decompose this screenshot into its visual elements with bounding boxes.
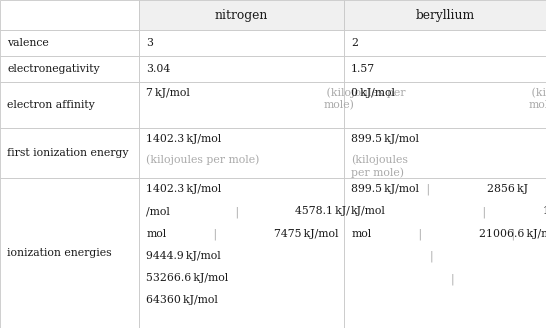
Text: |: | xyxy=(232,206,242,218)
Text: 4578.1 kJ/: 4578.1 kJ/ xyxy=(295,206,350,216)
Bar xyxy=(0,30,139,56)
Text: (kilojoules per
mole): (kilojoules per mole) xyxy=(528,88,546,111)
Text: 21006.6 kJ/mol: 21006.6 kJ/mol xyxy=(479,229,546,238)
Text: |: | xyxy=(415,229,425,240)
Text: beryllium: beryllium xyxy=(416,9,474,22)
Text: 14848.7 kJ/: 14848.7 kJ/ xyxy=(543,206,546,216)
Text: electronegativity: electronegativity xyxy=(7,64,100,74)
Text: nitrogen: nitrogen xyxy=(215,9,268,22)
Bar xyxy=(139,82,344,128)
Bar xyxy=(139,178,344,328)
Bar xyxy=(0,56,139,82)
Text: first ionization energy: first ionization energy xyxy=(7,148,129,158)
Bar xyxy=(139,56,344,82)
Bar xyxy=(344,82,546,128)
Bar xyxy=(139,128,344,178)
Bar xyxy=(344,0,546,30)
Text: 53266.6 kJ/mol: 53266.6 kJ/mol xyxy=(146,273,229,283)
Bar xyxy=(0,128,139,178)
Bar xyxy=(344,178,546,328)
Text: (kilojoules per mole): (kilojoules per mole) xyxy=(146,155,260,165)
Text: 7475 kJ/mol: 7475 kJ/mol xyxy=(274,229,339,238)
Text: 0 kJ/mol: 0 kJ/mol xyxy=(351,88,395,98)
Text: 1402.3 kJ/mol: 1402.3 kJ/mol xyxy=(146,134,222,144)
Text: |: | xyxy=(423,251,434,262)
Text: 1.57: 1.57 xyxy=(351,64,375,74)
Text: 2: 2 xyxy=(351,38,358,48)
Text: mol: mol xyxy=(146,229,167,238)
Bar xyxy=(0,0,139,30)
Bar xyxy=(139,30,344,56)
Text: mol: mol xyxy=(351,229,371,238)
Text: (kilojoules
per mole): (kilojoules per mole) xyxy=(351,155,408,178)
Text: kJ/mol: kJ/mol xyxy=(351,206,386,216)
Text: 3: 3 xyxy=(146,38,153,48)
Text: /mol: /mol xyxy=(146,206,170,216)
Bar xyxy=(139,0,344,30)
Text: 899.5 kJ/mol: 899.5 kJ/mol xyxy=(351,184,419,194)
Bar xyxy=(344,30,546,56)
Text: 899.5 kJ/mol: 899.5 kJ/mol xyxy=(351,134,419,144)
Text: 7 kJ/mol: 7 kJ/mol xyxy=(146,88,190,98)
Bar xyxy=(0,178,139,328)
Text: |: | xyxy=(508,229,515,240)
Bar xyxy=(344,128,546,178)
Text: |: | xyxy=(210,229,221,240)
Text: |: | xyxy=(423,184,434,195)
Text: (kilojoules per
mole): (kilojoules per mole) xyxy=(323,88,406,111)
Text: 3.04: 3.04 xyxy=(146,64,170,74)
Bar xyxy=(344,56,546,82)
Text: ionization energies: ionization energies xyxy=(7,248,112,258)
Bar xyxy=(0,82,139,128)
Text: 1402.3 kJ/mol: 1402.3 kJ/mol xyxy=(146,184,222,194)
Text: electron affinity: electron affinity xyxy=(7,100,95,110)
Text: |: | xyxy=(444,273,455,285)
Text: 2856 kJ: 2856 kJ xyxy=(487,184,528,194)
Text: |: | xyxy=(479,206,489,218)
Text: valence: valence xyxy=(7,38,49,48)
Text: 9444.9 kJ/mol: 9444.9 kJ/mol xyxy=(146,251,221,261)
Text: 64360 kJ/mol: 64360 kJ/mol xyxy=(146,296,218,305)
